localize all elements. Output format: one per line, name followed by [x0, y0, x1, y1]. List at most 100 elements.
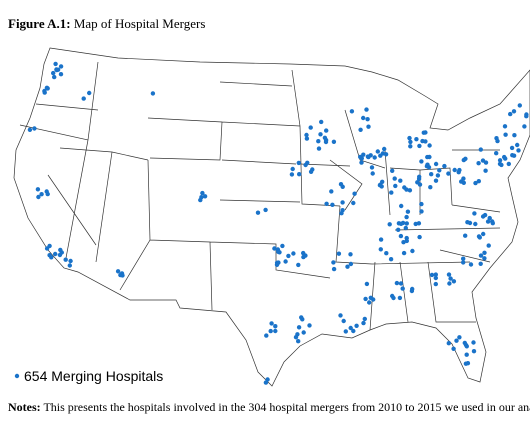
hospital-dot — [349, 109, 355, 114]
hospital-dot — [53, 61, 58, 67]
hospital-dot — [391, 295, 396, 301]
hospital-dot — [290, 166, 295, 172]
hospital-dot — [305, 160, 310, 165]
hospital-dot — [368, 295, 373, 300]
hospital-dot — [461, 176, 466, 181]
hospital-dot — [354, 323, 359, 328]
hospital-dot — [308, 169, 314, 174]
hospital-dot — [115, 269, 121, 274]
hospital-dot — [118, 272, 123, 278]
hospital-dot — [331, 139, 337, 144]
hospital-dot — [407, 188, 413, 193]
hospital-dot — [480, 158, 486, 163]
hospital-dot — [398, 233, 404, 239]
hospital-dot — [318, 132, 323, 137]
hospital-dot — [263, 207, 268, 213]
hospital-dot — [47, 243, 52, 249]
hospital-dot — [363, 296, 368, 302]
hospital-dot — [461, 256, 466, 261]
hospital-dot — [316, 146, 322, 151]
hospital-dot — [380, 179, 385, 184]
hospital-dot — [340, 200, 345, 205]
hospital-dot — [375, 149, 380, 154]
hospital-dot — [268, 328, 273, 334]
hospital-dot — [389, 190, 394, 195]
hospital-dot — [35, 187, 41, 192]
hospital-dot — [511, 109, 517, 114]
hospital-dot — [388, 257, 394, 262]
hospital-dot — [494, 151, 499, 156]
hospital-dot — [446, 272, 452, 277]
hospital-dot — [416, 221, 422, 226]
hospital-dot — [417, 182, 423, 187]
hospital-dot — [52, 74, 57, 80]
hospital-dot — [399, 203, 404, 209]
hospital-dot — [478, 261, 483, 266]
hospital-dot — [433, 161, 439, 167]
hospital-dot — [429, 272, 435, 278]
hospital-dot — [367, 300, 372, 305]
hospital-dots — [27, 61, 529, 385]
hospital-dot — [423, 139, 428, 144]
hospital-dot — [338, 313, 343, 318]
hospital-dot — [319, 119, 324, 125]
hospital-dot — [457, 167, 462, 173]
hospital-dot — [397, 295, 403, 301]
hospital-dot — [274, 262, 280, 267]
hospital-dot — [58, 72, 64, 77]
hospital-dot — [482, 256, 487, 261]
hospital-dot — [464, 352, 469, 357]
hospital-dot — [343, 329, 348, 334]
hospital-dot — [296, 325, 302, 330]
hospital-dot — [471, 349, 477, 354]
hospital-dot — [336, 251, 342, 256]
hospital-dot — [324, 128, 329, 133]
hospital-dot — [289, 172, 295, 177]
hospital-dot — [407, 135, 412, 141]
hospital-dot — [462, 340, 467, 346]
hospital-dot — [502, 154, 507, 160]
hospital-dot — [59, 250, 64, 255]
hospital-dot — [410, 286, 415, 292]
hospital-dot — [362, 316, 367, 322]
hospital-dot — [405, 209, 411, 214]
hospital-dot — [464, 344, 469, 349]
hospital-dot — [446, 341, 451, 346]
hospital-dot — [291, 251, 296, 256]
hospital-dot — [358, 127, 363, 132]
hospital-dot — [404, 221, 409, 226]
figure-title: Map of Hospital Mergers — [73, 16, 206, 31]
hospital-dot — [308, 125, 313, 130]
hospital-dot — [477, 235, 482, 240]
hospital-dot — [478, 147, 483, 152]
hospital-dot — [472, 211, 477, 216]
hospital-dot — [509, 145, 515, 151]
hospital-dot — [280, 243, 285, 249]
hospital-dot — [476, 179, 481, 184]
hospital-dot — [296, 262, 301, 268]
hospital-dot — [419, 209, 424, 214]
hospital-dot — [351, 328, 356, 334]
hospital-dot — [433, 275, 438, 281]
hospital-dot — [36, 194, 41, 200]
hospital-dot — [365, 117, 370, 122]
hospital-dot — [452, 167, 457, 173]
hospital-dot — [417, 174, 422, 179]
hospital-dot — [404, 214, 409, 220]
hospital-dot — [473, 180, 478, 186]
hospital-dot — [463, 233, 468, 238]
hospital-dot — [435, 173, 441, 178]
hospital-dot — [297, 172, 302, 177]
hospital-dot — [481, 231, 486, 237]
hospital-dot — [410, 248, 415, 254]
hospital-dot — [499, 162, 504, 168]
hospital-dot — [402, 185, 407, 190]
hospital-dot — [45, 86, 50, 91]
hospital-dot — [512, 133, 517, 138]
hospital-dot — [508, 111, 513, 117]
hospital-dot — [487, 215, 492, 221]
hospital-dot — [408, 144, 413, 149]
figure-caption: Figure A.1: Map of Hospital Mergers — [8, 16, 205, 32]
hospital-dot — [485, 219, 491, 224]
